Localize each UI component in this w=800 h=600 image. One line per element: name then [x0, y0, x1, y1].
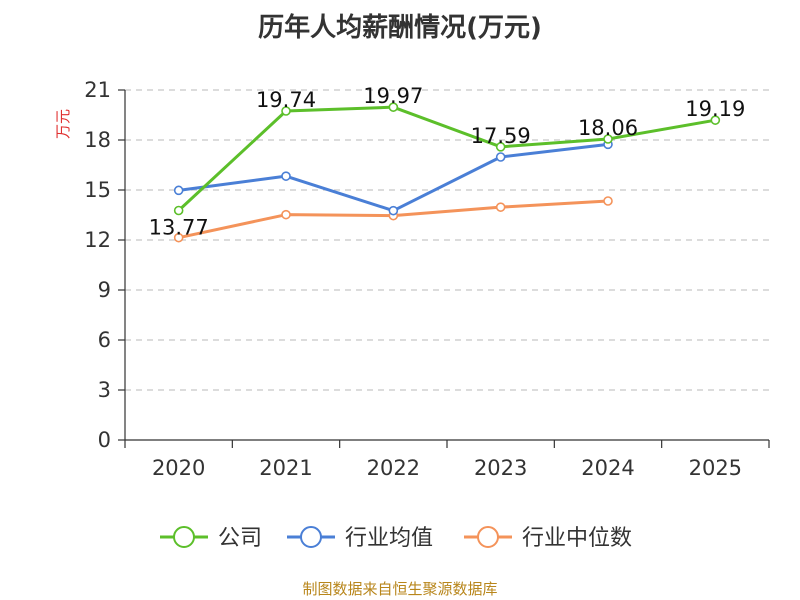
series-0-point-2023	[495, 142, 506, 152]
legend-label-2: 行业中位数	[522, 526, 632, 551]
legend-label-0: 公司	[218, 526, 262, 551]
series-0-point-2025	[710, 115, 721, 125]
x-tick-label-2021: 2021	[259, 456, 312, 480]
series-2-point-2020	[173, 232, 184, 243]
legend-marker-1	[300, 526, 322, 548]
series-1-point-2021	[281, 171, 291, 181]
x-tick-label-2022: 2022	[367, 456, 420, 480]
series-2-point-2024	[603, 196, 613, 206]
y-tick-label-21: 21	[84, 78, 111, 102]
legend-marker-2	[477, 526, 499, 548]
data-label-2020: 13.77	[149, 216, 209, 240]
series-0-point-2024	[603, 134, 613, 144]
series-1-point-2023	[495, 152, 506, 162]
data-labels: 13.77 19.74 19.97 17.59 18.06 19.19	[149, 84, 746, 239]
legend-label-1: 行业均值	[345, 526, 433, 551]
series-2-point-2021	[281, 209, 291, 220]
x-tick-label-2025: 2025	[689, 456, 742, 480]
series-0-point-2022	[388, 102, 399, 112]
series-line-1	[178, 142, 609, 213]
data-label-2025: 19.19	[685, 97, 745, 121]
source-footer: 制图数据来自恒生聚源数据库	[302, 580, 497, 598]
x-tick-label-2023: 2023	[474, 456, 527, 480]
data-label-2022: 19.97	[363, 84, 423, 108]
data-label-2023: 17.59	[471, 124, 531, 148]
x-tick-label-2020: 2020	[152, 456, 205, 480]
data-label-2021: 19.74	[256, 88, 316, 112]
legend-marker-0	[173, 526, 195, 548]
series-1-point-2020	[173, 185, 184, 196]
legend: 公司 行业均值 行业中位数	[160, 526, 632, 551]
x-tick-label-2024: 2024	[581, 456, 634, 480]
series-1-point-2022	[388, 205, 399, 216]
data-label-2024: 18.06	[578, 116, 638, 140]
y-tick-label-6: 6	[98, 328, 111, 352]
y-axis-label: 万元	[54, 109, 72, 139]
series-line-0	[177, 105, 716, 212]
y-tick-label-15: 15	[84, 178, 111, 202]
series-group	[173, 102, 721, 243]
y-tick-label-18: 18	[84, 128, 111, 152]
series-2-point-2023	[495, 202, 506, 212]
series-0-point-2020	[173, 205, 184, 216]
axes	[118, 89, 770, 448]
y-tick-label-3: 3	[98, 378, 111, 402]
grid-lines	[125, 89, 769, 391]
y-tick-label-12: 12	[84, 228, 111, 252]
chart-title: 历年人均薪酬情况(万元)	[258, 12, 542, 43]
series-0-point-2021	[281, 106, 291, 116]
y-tick-labels: 0 3 6 9 12 15 18 21	[84, 78, 111, 452]
y-tick-label-0: 0	[98, 428, 111, 452]
y-tick-label-9: 9	[98, 278, 111, 302]
x-tick-labels: 2020 2021 2022 2023 2024 2025	[152, 456, 742, 480]
